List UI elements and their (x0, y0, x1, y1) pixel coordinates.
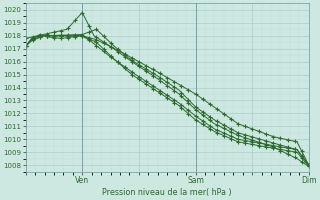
X-axis label: Pression niveau de la mer( hPa ): Pression niveau de la mer( hPa ) (102, 188, 232, 197)
